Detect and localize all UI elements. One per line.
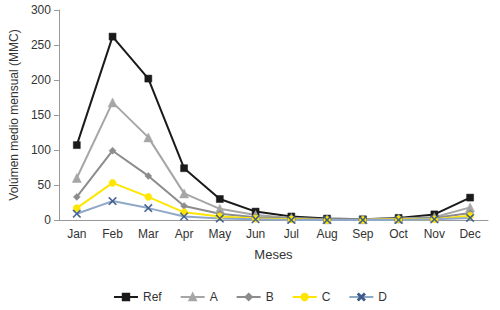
svg-text:Sep: Sep: [352, 227, 374, 241]
svg-text:Jul: Jul: [284, 227, 299, 241]
svg-text:A: A: [210, 290, 218, 304]
svg-text:Ref: Ref: [143, 290, 162, 304]
svg-text:Nov: Nov: [424, 227, 445, 241]
svg-text:100: 100: [31, 143, 51, 157]
svg-text:Meses: Meses: [254, 247, 293, 262]
svg-text:B: B: [266, 290, 274, 304]
svg-text:Apr: Apr: [175, 227, 194, 241]
svg-text:300: 300: [31, 3, 51, 17]
svg-text:150: 150: [31, 108, 51, 122]
svg-text:0: 0: [44, 213, 51, 227]
svg-text:C: C: [322, 290, 331, 304]
svg-text:Mar: Mar: [138, 227, 159, 241]
svg-text:D: D: [378, 290, 387, 304]
svg-text:Volúmen medio mensual (MMC): Volúmen medio mensual (MMC): [7, 29, 21, 200]
svg-text:250: 250: [31, 38, 51, 52]
svg-text:Oct: Oct: [389, 227, 408, 241]
svg-text:Jan: Jan: [67, 227, 86, 241]
svg-text:50: 50: [38, 178, 52, 192]
svg-text:May: May: [208, 227, 231, 241]
svg-text:Dec: Dec: [459, 227, 480, 241]
svg-text:Jun: Jun: [246, 227, 265, 241]
svg-text:Feb: Feb: [102, 227, 123, 241]
svg-text:Aug: Aug: [316, 227, 337, 241]
svg-text:200: 200: [31, 73, 51, 87]
